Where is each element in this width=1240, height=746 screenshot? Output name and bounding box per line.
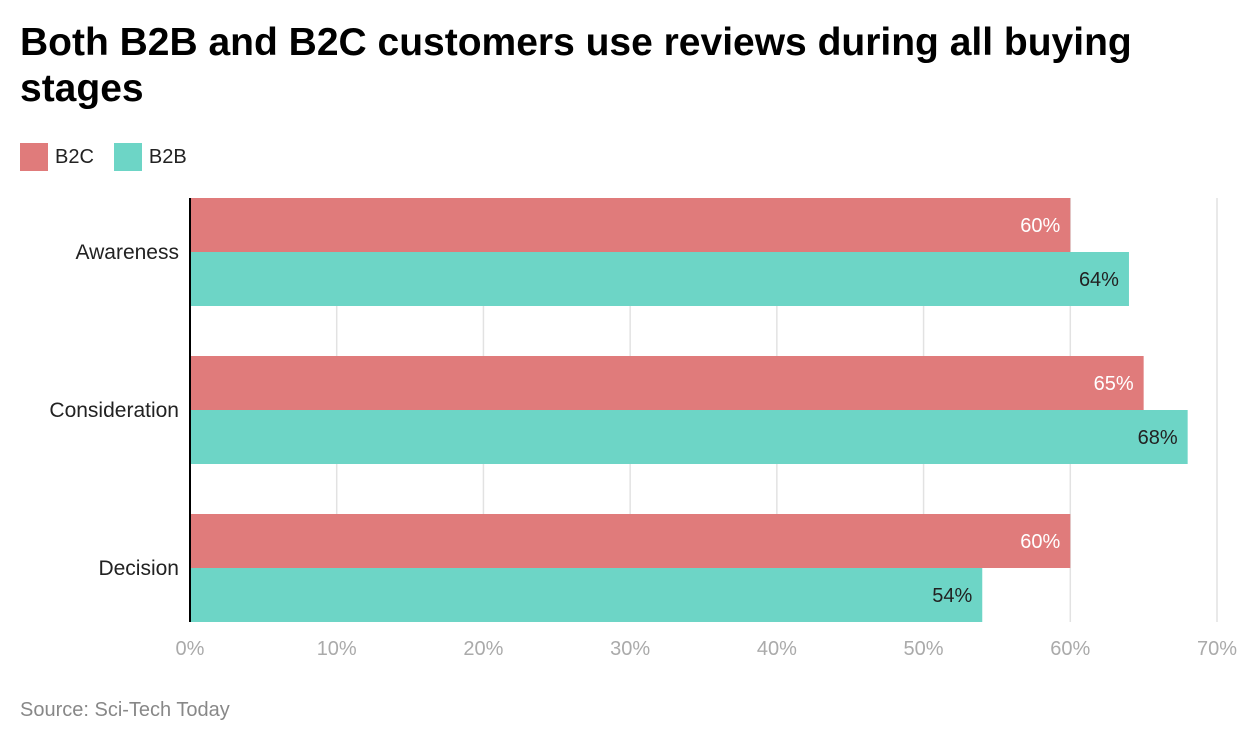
data-label-b2c-consideration: 65% [1094, 373, 1134, 395]
bar-b2b-consideration [190, 410, 1188, 464]
x-tick-label-40: 40% [757, 638, 797, 660]
x-tick-label-0: 0% [176, 638, 205, 660]
legend-item-b2c: B2C [20, 143, 94, 171]
x-tick-label-20: 20% [463, 638, 503, 660]
source-note: Source: Sci-Tech Today [20, 699, 230, 721]
bar-b2c-consideration [190, 356, 1144, 410]
bar-b2b-awareness [190, 252, 1129, 306]
data-label-b2c-awareness: 60% [1020, 215, 1060, 237]
legend-item-b2b: B2B [113, 143, 187, 171]
legend-swatch-b2c [20, 143, 48, 171]
data-label-b2b-consideration: 68% [1138, 427, 1178, 449]
x-tick-label-30: 30% [610, 638, 650, 660]
x-tick-label-50: 50% [904, 638, 944, 660]
x-tick-label-60: 60% [1050, 638, 1090, 660]
legend: B2C B2B [20, 143, 207, 171]
legend-label-b2b: B2B [148, 145, 187, 168]
data-label-b2c-decision: 60% [1020, 531, 1060, 553]
data-label-b2b-decision: 54% [932, 585, 972, 607]
category-label-decision: Decision [98, 557, 179, 580]
legend-label-b2c: B2C [55, 145, 94, 168]
legend-swatch-b2b [113, 143, 142, 171]
chart-title: Both B2B and B2C customers use reviews d… [20, 21, 1132, 110]
bar-b2c-decision [190, 514, 1071, 568]
bar-b2b-decision [190, 568, 983, 622]
bar-b2c-awareness [190, 198, 1071, 252]
category-label-consideration: Consideration [49, 399, 179, 422]
x-tick-label-10: 10% [317, 638, 357, 660]
data-label-b2b-awareness: 64% [1079, 269, 1119, 291]
bar-chart: 60% 64% Awareness 65% 68% Consideration 60% 54%… [49, 198, 1237, 660]
category-label-awareness: Awareness [75, 241, 179, 264]
x-tick-label-70: 70% [1197, 638, 1237, 660]
